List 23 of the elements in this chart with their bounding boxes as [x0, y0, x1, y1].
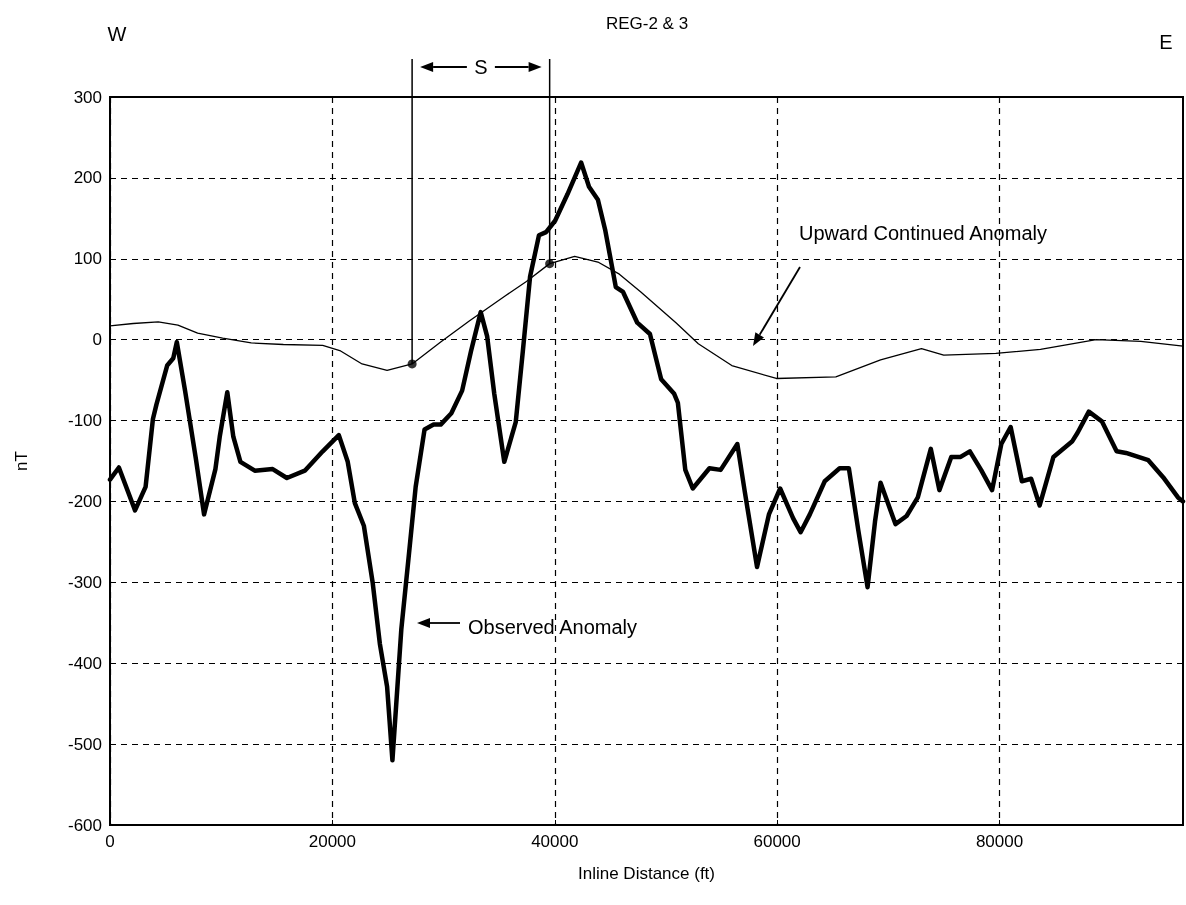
y-tick-label: -200 [67, 491, 102, 511]
y-tick-label: -500 [67, 734, 102, 754]
y-axis-title: nT [12, 451, 31, 471]
annotation: Observed Anomaly [468, 616, 637, 638]
chart-title: REG-2 & 3 [605, 14, 689, 33]
x-tick-label: 80000 [975, 832, 1024, 851]
y-tick-label: -400 [67, 653, 102, 673]
text: E [1159, 31, 1173, 53]
x-tick-label: 40000 [531, 832, 579, 851]
y-tick-label: -100 [67, 411, 102, 431]
text: W [107, 23, 127, 45]
y-tick-label: -300 [67, 572, 102, 592]
x-tick-label: 60000 [753, 832, 801, 851]
y-tick-label: 300 [73, 87, 102, 107]
text: S [474, 56, 488, 78]
y-tick-label: 0 [92, 330, 102, 350]
y-tick-label: 100 [73, 249, 102, 269]
annotation: Upward Continued Anomaly [799, 222, 1047, 244]
x-tick-label: 20000 [308, 832, 357, 851]
y-tick-label: 200 [73, 168, 102, 188]
x-axis-title: Inline Distance (ft) [578, 864, 715, 883]
x-tick-label: 0 [105, 832, 115, 851]
y-tick-label: -600 [67, 815, 102, 835]
